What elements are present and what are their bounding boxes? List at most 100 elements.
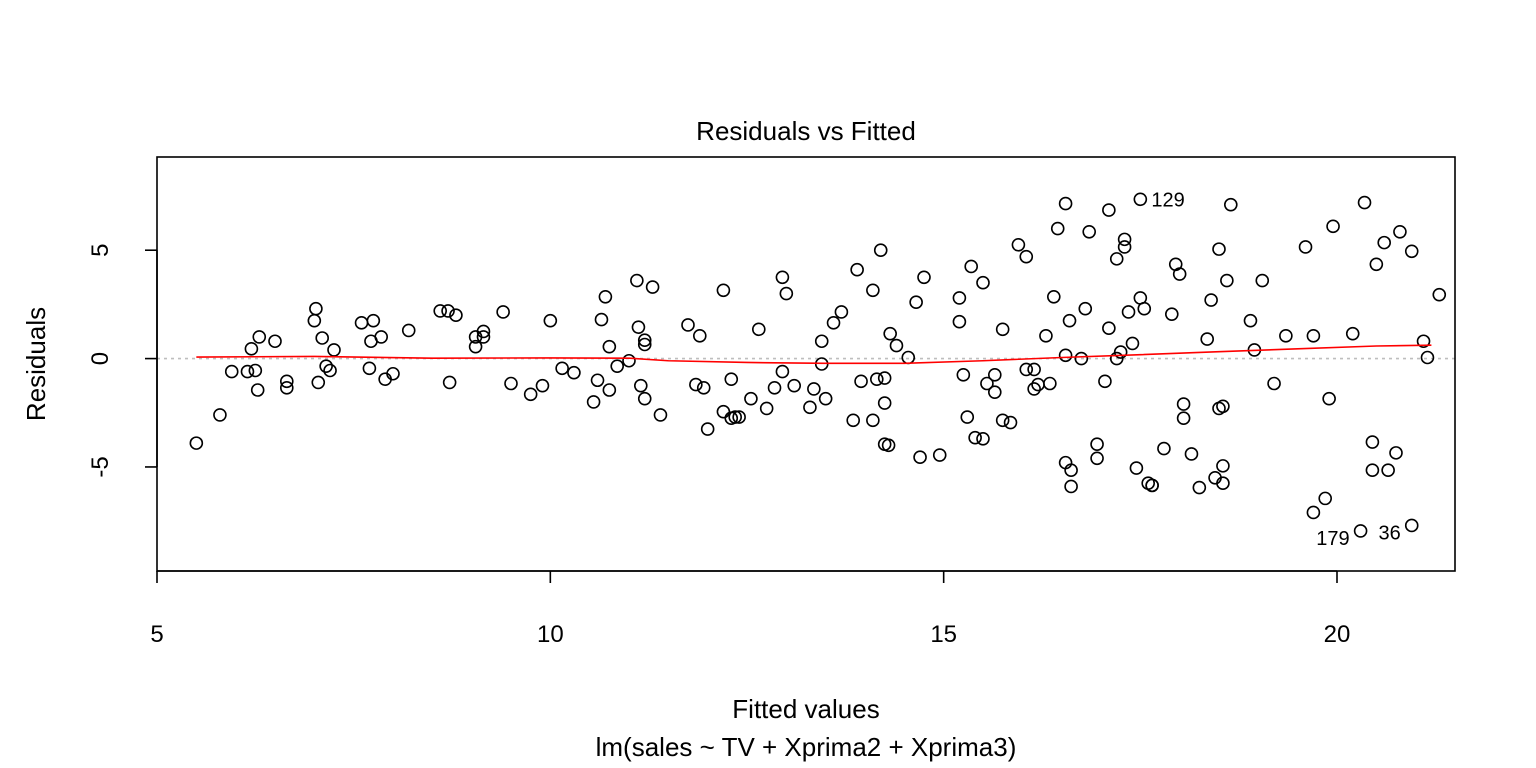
residual-point [1019,362,1034,377]
residual-point [744,391,758,406]
residual-point [803,400,817,415]
residual-point [1216,476,1230,491]
residual-point [700,422,715,436]
residual-point [877,396,892,410]
residual-point [826,316,841,330]
residual-point [1377,235,1391,250]
residual-point [279,381,294,395]
residual-point [598,290,613,304]
residual-point [1109,351,1124,366]
residual-point [1212,242,1226,256]
residual-point [909,295,923,310]
residual-point [1003,415,1018,430]
residual-point [496,305,510,319]
residual-point [1062,313,1077,328]
smooth-line [196,344,1432,365]
residual-point [968,430,982,445]
residual-point [987,385,1002,399]
residual-point [645,280,660,294]
residual-point [602,383,617,397]
residual-point [622,353,636,368]
residual-point [995,413,1010,428]
residual-point [1027,382,1041,396]
residual-point [1011,237,1026,252]
residual-point [1267,376,1281,391]
residual-point [374,330,389,344]
chart-subtitle: lm(sales ~ TV + Xprima2 + Xprima3) [596,732,1017,762]
x-tick-label: 15 [930,621,957,648]
residual-point [240,364,255,379]
residual-point [987,368,1002,382]
residual-point [366,313,381,328]
y-axis: -5 0 5 [87,244,158,478]
y-tick-label: 0 [87,352,114,365]
residual-point [1109,252,1124,266]
residual-point [1102,203,1116,217]
residual-point [1047,290,1061,304]
residual-point [1184,447,1199,461]
x-axis: 5 10 15 20 [150,570,1351,648]
residual-point [696,381,711,395]
residual-point [1176,411,1191,425]
residual-point [1353,524,1368,538]
residual-point [543,313,558,328]
residual-point [732,410,746,424]
residual-point [244,342,259,356]
residual-point [1098,374,1112,389]
residual-point [189,436,204,450]
residual-point [980,376,994,391]
residual-point [1204,293,1218,307]
residual-point [1137,301,1152,316]
residual-point [1318,491,1332,506]
residual-point [224,364,239,379]
residual-point [775,270,790,285]
residual-point [1090,437,1104,451]
plot-frame [156,156,1456,572]
residual-point [846,413,861,428]
y-tick-label: -5 [87,456,114,477]
residual-point [442,375,457,390]
residual-point [567,365,581,380]
residual-point [1393,224,1407,239]
residual-point [268,334,282,349]
residual-point [689,377,703,392]
y-tick-label: 5 [87,244,114,257]
residual-point [386,366,400,381]
residual-point [555,361,569,376]
residual-point [1019,249,1034,264]
residual-point [1145,478,1159,493]
residual-point [1322,391,1336,406]
residual-point [1357,195,1372,210]
residual-point [630,273,644,288]
residual-point [866,283,880,298]
residual-point [213,408,227,422]
residual-point [1039,329,1053,343]
residual-point [751,322,766,337]
point-label-36: 36 [1378,522,1400,544]
residual-point [1090,451,1104,466]
residual-points [189,192,1447,538]
residual-point [877,371,892,385]
residual-point [952,291,967,305]
residual-point [1176,397,1191,411]
x-tick-label: 20 [1324,621,1351,648]
residual-point [449,308,463,323]
residual-point [1074,351,1089,366]
residual-point [476,324,491,339]
residual-point [590,373,605,388]
residual-point [311,375,326,390]
residual-point [1078,301,1093,316]
residual-point [775,364,790,379]
residual-point [1224,197,1238,212]
point-labels: 129 179 36 [1151,189,1400,550]
residual-point [631,320,646,334]
x-axis-label: Fitted values [732,694,879,724]
residual-point [586,395,601,409]
residual-point [1129,461,1144,475]
residual-point [602,339,617,354]
residual-point [307,313,322,328]
residual-point [1125,336,1140,351]
residual-point [1058,348,1073,363]
residual-point [767,381,782,395]
residual-point [964,259,979,274]
